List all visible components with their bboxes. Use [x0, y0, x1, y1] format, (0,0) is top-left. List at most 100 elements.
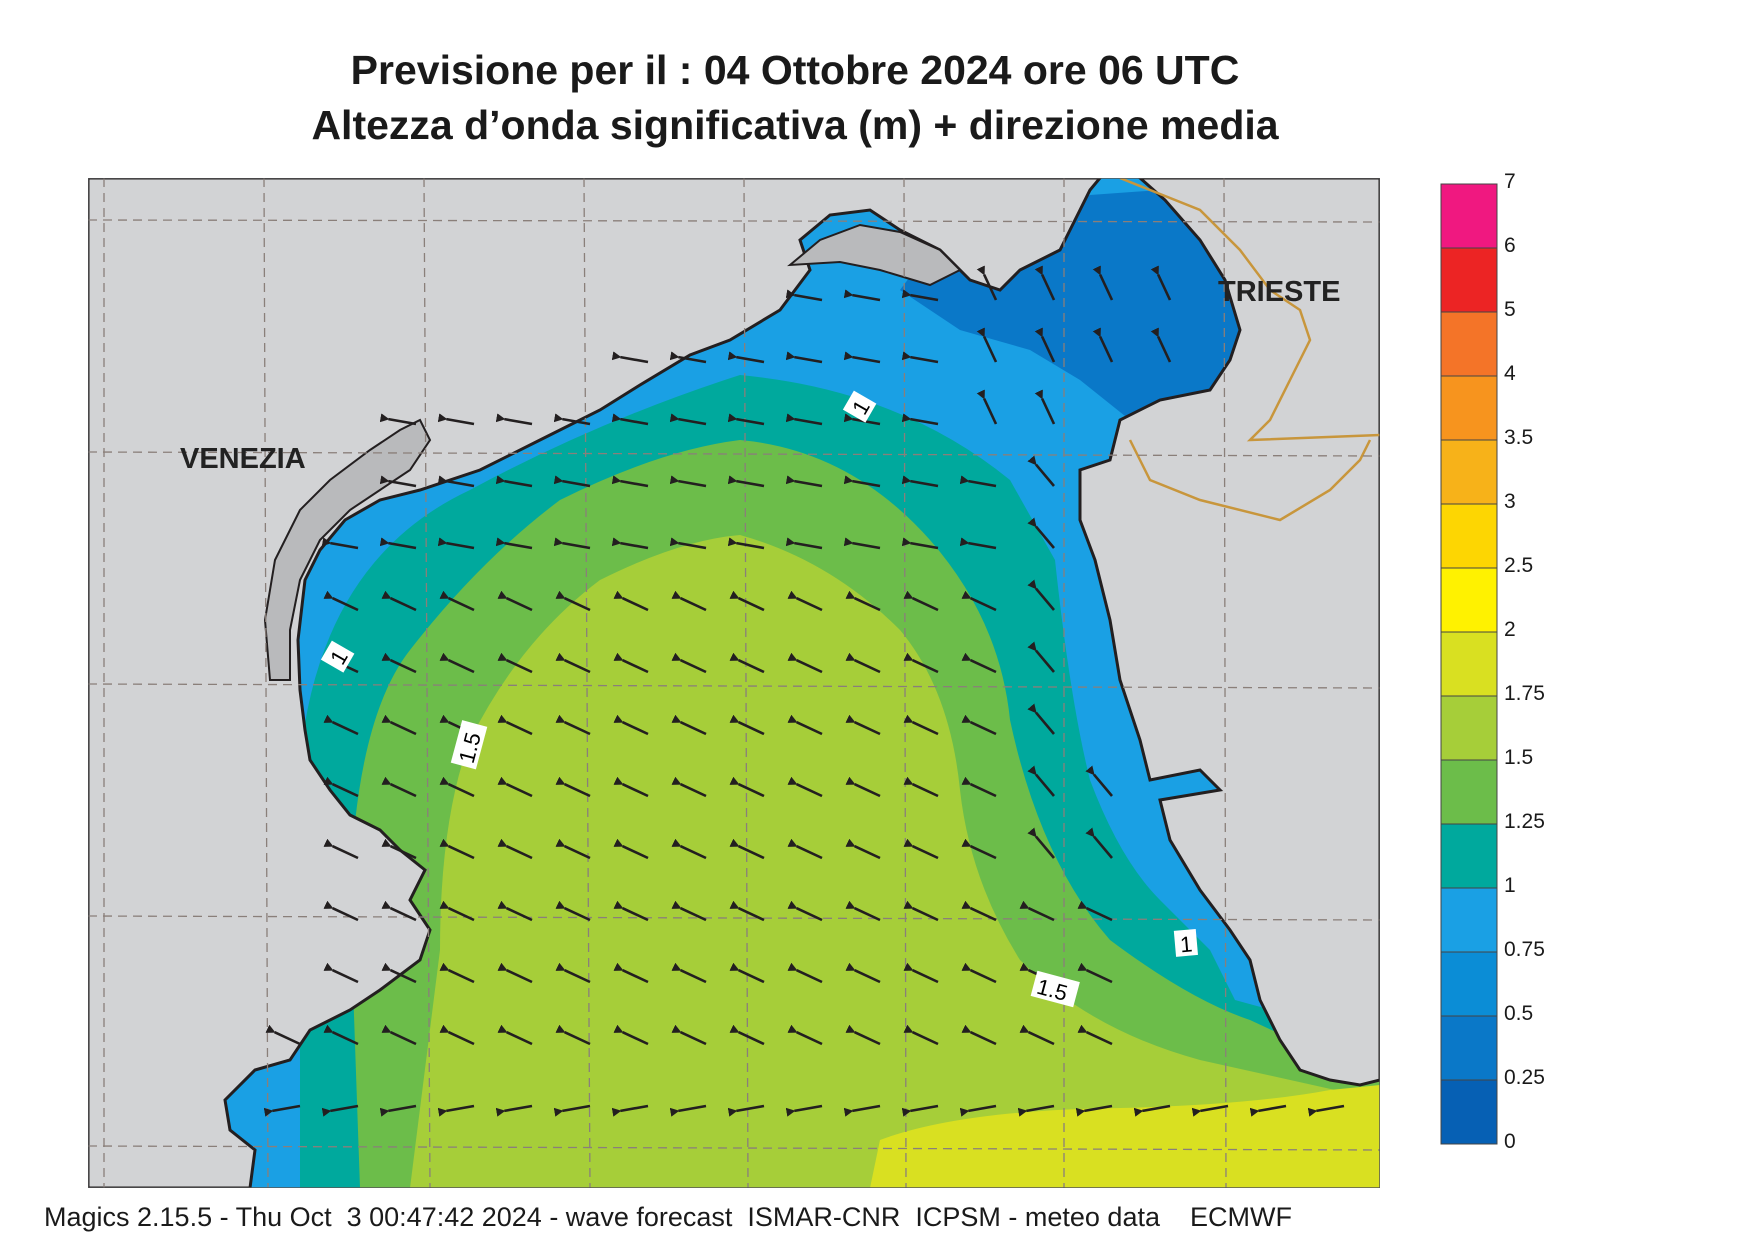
colorbar-tick-label: 4	[1504, 362, 1516, 385]
direction-arrow	[1150, 327, 1172, 363]
direction-arrow	[263, 1104, 301, 1117]
contour-labels: 1 1 1.5 1 1.5	[320, 390, 1199, 1008]
direction-arrow	[845, 962, 881, 984]
direction-arrow	[959, 537, 997, 550]
direction-arrow	[729, 714, 765, 736]
direction-arrow	[843, 1104, 881, 1117]
direction-arrow	[976, 265, 998, 301]
direction-arrow	[1027, 641, 1055, 673]
colorbar-tick-label: 1.5	[1504, 746, 1534, 769]
direction-arrow	[379, 413, 417, 426]
direction-arrow	[1249, 1104, 1287, 1117]
graticule	[88, 178, 1380, 1188]
direction-arrow	[495, 413, 533, 426]
direction-arrow	[671, 838, 707, 860]
direction-arrow	[437, 413, 475, 426]
direction-arrow	[439, 962, 475, 984]
direction-arrow	[671, 962, 707, 984]
direction-arrow	[901, 351, 939, 364]
direction-arrow	[439, 838, 475, 860]
direction-arrow	[901, 537, 939, 550]
map-title: Previsione per il : 04 Ottobre 2024 ore …	[350, 47, 1240, 93]
direction-arrow	[379, 475, 417, 488]
colorbar-tick-label: 0.5	[1504, 1002, 1534, 1025]
direction-arrow	[497, 962, 533, 984]
direction-arrow	[903, 714, 939, 736]
contour-label: 1	[1179, 931, 1193, 957]
direction-arrow	[787, 838, 823, 860]
direction-arrow	[553, 1104, 591, 1117]
colorbar-tick-label: 2.5	[1504, 554, 1534, 577]
direction-arrow	[323, 776, 359, 798]
direction-arrow	[729, 962, 765, 984]
direction-arrow	[613, 590, 649, 612]
direction-arrow	[1027, 517, 1055, 549]
direction-arrow	[1150, 265, 1172, 301]
direction-arrow	[321, 537, 359, 550]
direction-arrow	[1191, 1104, 1229, 1117]
direction-arrow	[611, 537, 649, 550]
direction-arrow	[611, 475, 649, 488]
direction-arrow	[785, 537, 823, 550]
direction-arrow	[903, 776, 939, 798]
direction-arrow	[961, 776, 997, 798]
map-subtitle: Altezza d’onda significativa (m) + direz…	[311, 102, 1279, 148]
direction-arrow	[381, 962, 417, 984]
direction-arrow	[903, 652, 939, 674]
direction-arrow	[785, 475, 823, 488]
direction-arrow	[845, 590, 881, 612]
direction-arrow	[379, 1104, 417, 1117]
direction-arrow	[381, 652, 417, 674]
direction-arrow	[555, 590, 591, 612]
direction-arrow	[901, 413, 939, 426]
direction-arrow	[1085, 765, 1113, 797]
direction-arrow	[321, 1104, 359, 1117]
direction-arrow	[381, 776, 417, 798]
direction-arrow	[439, 900, 475, 922]
direction-arrow	[727, 537, 765, 550]
direction-arrow	[785, 351, 823, 364]
direction-arrow	[613, 652, 649, 674]
direction-arrow	[439, 652, 475, 674]
colorbar-tick-label: 2	[1504, 618, 1516, 641]
direction-arrow	[843, 289, 881, 302]
direction-arrow	[497, 1024, 533, 1046]
direction-arrow	[901, 289, 939, 302]
direction-arrow	[1034, 327, 1056, 363]
direction-arrow	[555, 900, 591, 922]
band-1-50	[410, 535, 1380, 1188]
direction-arrow	[961, 1024, 997, 1046]
direction-arrow	[555, 652, 591, 674]
direction-arrow	[671, 900, 707, 922]
direction-arrow	[1133, 1104, 1171, 1117]
direction-arrow	[961, 900, 997, 922]
direction-arrow	[265, 1024, 301, 1046]
direction-arrow	[787, 590, 823, 612]
direction-arrow	[669, 1104, 707, 1117]
direction-arrow	[611, 413, 649, 426]
direction-arrow	[669, 413, 707, 426]
direction-arrow	[903, 900, 939, 922]
direction-arrow	[901, 1104, 939, 1117]
direction-arrow	[613, 962, 649, 984]
direction-arrow	[555, 1024, 591, 1046]
colorbar-swatch	[1440, 759, 1498, 825]
direction-arrow	[1077, 962, 1113, 984]
direction-arrow	[976, 389, 998, 425]
direction-arrow	[439, 776, 475, 798]
direction-arrow	[785, 289, 823, 302]
direction-arrow	[845, 652, 881, 674]
colorbar-tick-label: 0.75	[1504, 938, 1545, 961]
direction-arrow	[555, 838, 591, 860]
direction-arrow	[843, 537, 881, 550]
marano-lagoon	[787, 223, 962, 287]
direction-arrow	[439, 590, 475, 612]
direction-arrow	[961, 590, 997, 612]
direction-arrow	[613, 900, 649, 922]
direction-arrow	[555, 776, 591, 798]
direction-arrow	[671, 1024, 707, 1046]
direction-arrow	[1307, 1104, 1345, 1117]
direction-arrow	[1027, 765, 1055, 797]
colorbar-tick-label: 6	[1504, 234, 1516, 257]
direction-arrow	[843, 475, 881, 488]
